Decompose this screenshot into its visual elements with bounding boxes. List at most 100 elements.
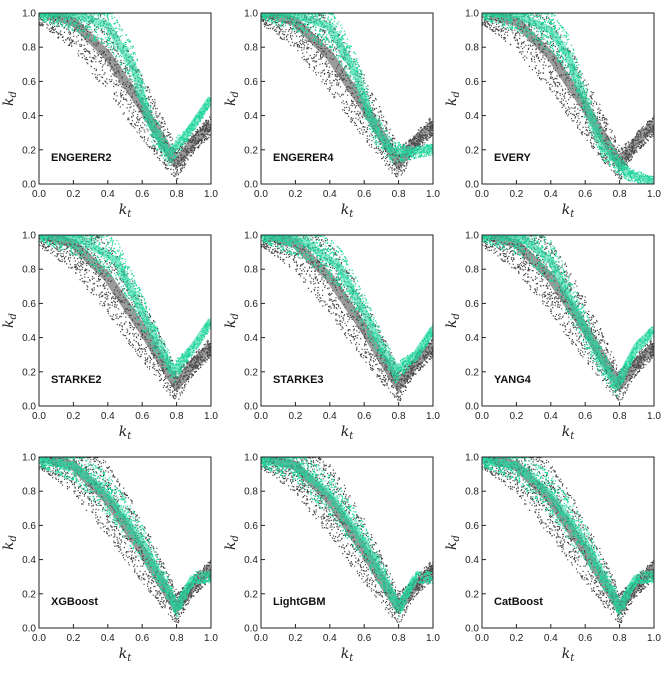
y-tick-label: 0.0 — [22, 180, 36, 191]
series-modeled-band — [39, 13, 211, 159]
x-tick-label: 1.0 — [647, 633, 661, 644]
y-tick-label: 0.2 — [22, 145, 36, 156]
x-tick-label: 1.0 — [426, 411, 440, 422]
panel-engerer4: 0.0 0.2 0.4 0.6 0.8 1.0 0.0 0.2 0.4 0.6 0.8 1.0 kt kd… — [223, 9, 440, 221]
x-tick-label: 0.0 — [475, 411, 489, 422]
y-axis-label: kd — [444, 91, 462, 106]
y-tick-label: 0.2 — [22, 589, 36, 600]
x-tick-label: 0.8 — [613, 189, 627, 200]
panel-title: LightGBM — [273, 596, 326, 608]
x-tick-label: 0.4 — [544, 411, 558, 422]
y-tick-label: 1.0 — [465, 9, 479, 20]
x-tick-label: 0.2 — [509, 633, 523, 644]
series-measured-points — [261, 457, 433, 623]
y-tick-label: 0.0 — [465, 624, 479, 635]
y-tick-label: 0.0 — [244, 402, 258, 413]
x-tick-label: 0.0 — [254, 633, 268, 644]
plot-frame — [481, 12, 655, 185]
series-modeled-band — [261, 457, 419, 611]
series-modeled-band — [482, 13, 654, 184]
panel-title: ENGERER4 — [273, 152, 334, 164]
x-axis-label: kt — [562, 202, 575, 220]
panel-starke2: 0.0 0.2 0.4 0.6 0.8 1.0 0.0 0.2 0.4 0.6 0.8 1.0 kt kd… — [1, 231, 218, 443]
x-tick-label: 0.6 — [135, 633, 149, 644]
x-tick-label: 0.8 — [613, 411, 627, 422]
x-tick-label: 0.6 — [357, 633, 371, 644]
panel-xgboost: 0.0 0.2 0.4 0.6 0.8 1.0 0.0 0.2 0.4 0.6 0.8 1.0 kt kd… — [1, 453, 218, 665]
x-tick-label: 1.0 — [204, 633, 218, 644]
panel-lightgbm: 0.0 0.2 0.4 0.6 0.8 1.0 0.0 0.2 0.4 0.6 0.8 1.0 kt kd… — [223, 453, 440, 665]
x-tick-label: 0.4 — [323, 411, 337, 422]
y-tick-label: 0.2 — [244, 145, 258, 156]
y-tick-label: 1.0 — [244, 9, 258, 20]
panel-title: STARKE2 — [51, 374, 102, 386]
x-tick-label: 0.2 — [66, 411, 80, 422]
series-modeled-band — [261, 13, 433, 157]
y-tick-label: 0.8 — [244, 487, 258, 498]
y-tick-label: 0.0 — [244, 180, 258, 191]
x-axis-label: kt — [562, 646, 575, 664]
x-tick-label: 0.0 — [32, 411, 46, 422]
panel-every: 0.0 0.2 0.4 0.6 0.8 1.0 0.0 0.2 0.4 0.6 0.8 1.0 kt kd… — [444, 9, 661, 221]
y-tick-label: 0.2 — [244, 367, 258, 378]
x-tick-label: 0.8 — [392, 189, 406, 200]
y-tick-label: 0.6 — [22, 521, 36, 532]
series-measured-band — [268, 13, 433, 168]
plot-frame — [260, 456, 434, 629]
plot-frame — [260, 12, 434, 185]
y-tick-label: 0.2 — [465, 145, 479, 156]
y-axis-label: kd — [444, 313, 462, 328]
panel-starke3: 0.0 0.2 0.4 0.6 0.8 1.0 0.0 0.2 0.4 0.6 0.8 1.0 kt kd… — [223, 231, 440, 443]
x-tick-label: 0.4 — [101, 633, 115, 644]
y-tick-label: 0.4 — [244, 333, 258, 344]
plot-area — [482, 457, 654, 624]
x-tick-label: 0.8 — [170, 633, 184, 644]
x-tick-label: 1.0 — [204, 189, 218, 200]
y-tick-label: 0.6 — [22, 77, 36, 88]
x-axis-label: kt — [562, 424, 575, 442]
y-tick-label: 0.8 — [244, 265, 258, 276]
y-tick-label: 0.4 — [22, 111, 36, 122]
x-tick-label: 0.0 — [32, 633, 46, 644]
y-tick-label: 1.0 — [244, 453, 258, 464]
x-tick-label: 0.0 — [475, 633, 489, 644]
y-tick-label: 0.4 — [465, 111, 479, 122]
y-tick-label: 0.6 — [22, 299, 36, 310]
panel-title: XGBoost — [51, 596, 98, 608]
y-tick-label: 0.4 — [22, 333, 36, 344]
panel-title: YANG4 — [494, 374, 532, 386]
plot-frame — [38, 234, 212, 407]
x-axis-label: kt — [119, 202, 132, 220]
x-tick-label: 0.2 — [288, 189, 302, 200]
x-tick-label: 0.2 — [288, 633, 302, 644]
plot-frame — [260, 234, 434, 407]
y-tick-label: 0.2 — [22, 367, 36, 378]
y-tick-label: 0.2 — [465, 589, 479, 600]
panel-title: STARKE3 — [273, 374, 324, 386]
x-tick-label: 0.0 — [254, 189, 268, 200]
y-tick-label: 0.4 — [244, 555, 258, 566]
x-tick-label: 0.6 — [357, 411, 371, 422]
x-tick-label: 0.0 — [32, 189, 46, 200]
y-tick-label: 0.6 — [465, 521, 479, 532]
x-tick-label: 0.8 — [170, 411, 184, 422]
series-modeled-band — [482, 235, 654, 389]
y-tick-label: 0.8 — [465, 43, 479, 54]
plot-frame — [38, 456, 212, 629]
y-tick-label: 0.6 — [244, 77, 258, 88]
x-axis-label: kt — [341, 424, 354, 442]
x-tick-label: 0.8 — [392, 633, 406, 644]
y-tick-label: 0.8 — [22, 487, 36, 498]
y-axis-label: kd — [223, 535, 241, 550]
plot-area — [39, 13, 211, 180]
y-tick-label: 0.2 — [465, 367, 479, 378]
y-tick-label: 0.6 — [244, 299, 258, 310]
x-tick-label: 0.6 — [578, 189, 592, 200]
y-axis-label: kd — [1, 535, 19, 550]
x-axis-label: kt — [341, 646, 354, 664]
x-tick-label: 0.6 — [578, 633, 592, 644]
x-tick-label: 0.4 — [544, 189, 558, 200]
x-tick-label: 0.8 — [613, 633, 627, 644]
x-tick-label: 0.2 — [66, 633, 80, 644]
panel-engerer2: 0.0 0.2 0.4 0.6 0.8 1.0 0.0 0.2 0.4 0.6 0.8 1.0 kt kd… — [1, 9, 218, 221]
